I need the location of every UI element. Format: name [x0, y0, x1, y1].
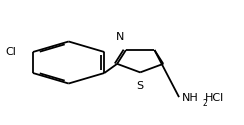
Text: Cl: Cl: [5, 47, 16, 57]
Text: HCl: HCl: [205, 93, 224, 103]
Text: NH: NH: [182, 93, 199, 103]
Text: 2: 2: [202, 99, 207, 108]
Text: N: N: [116, 32, 124, 42]
Text: S: S: [137, 81, 144, 91]
